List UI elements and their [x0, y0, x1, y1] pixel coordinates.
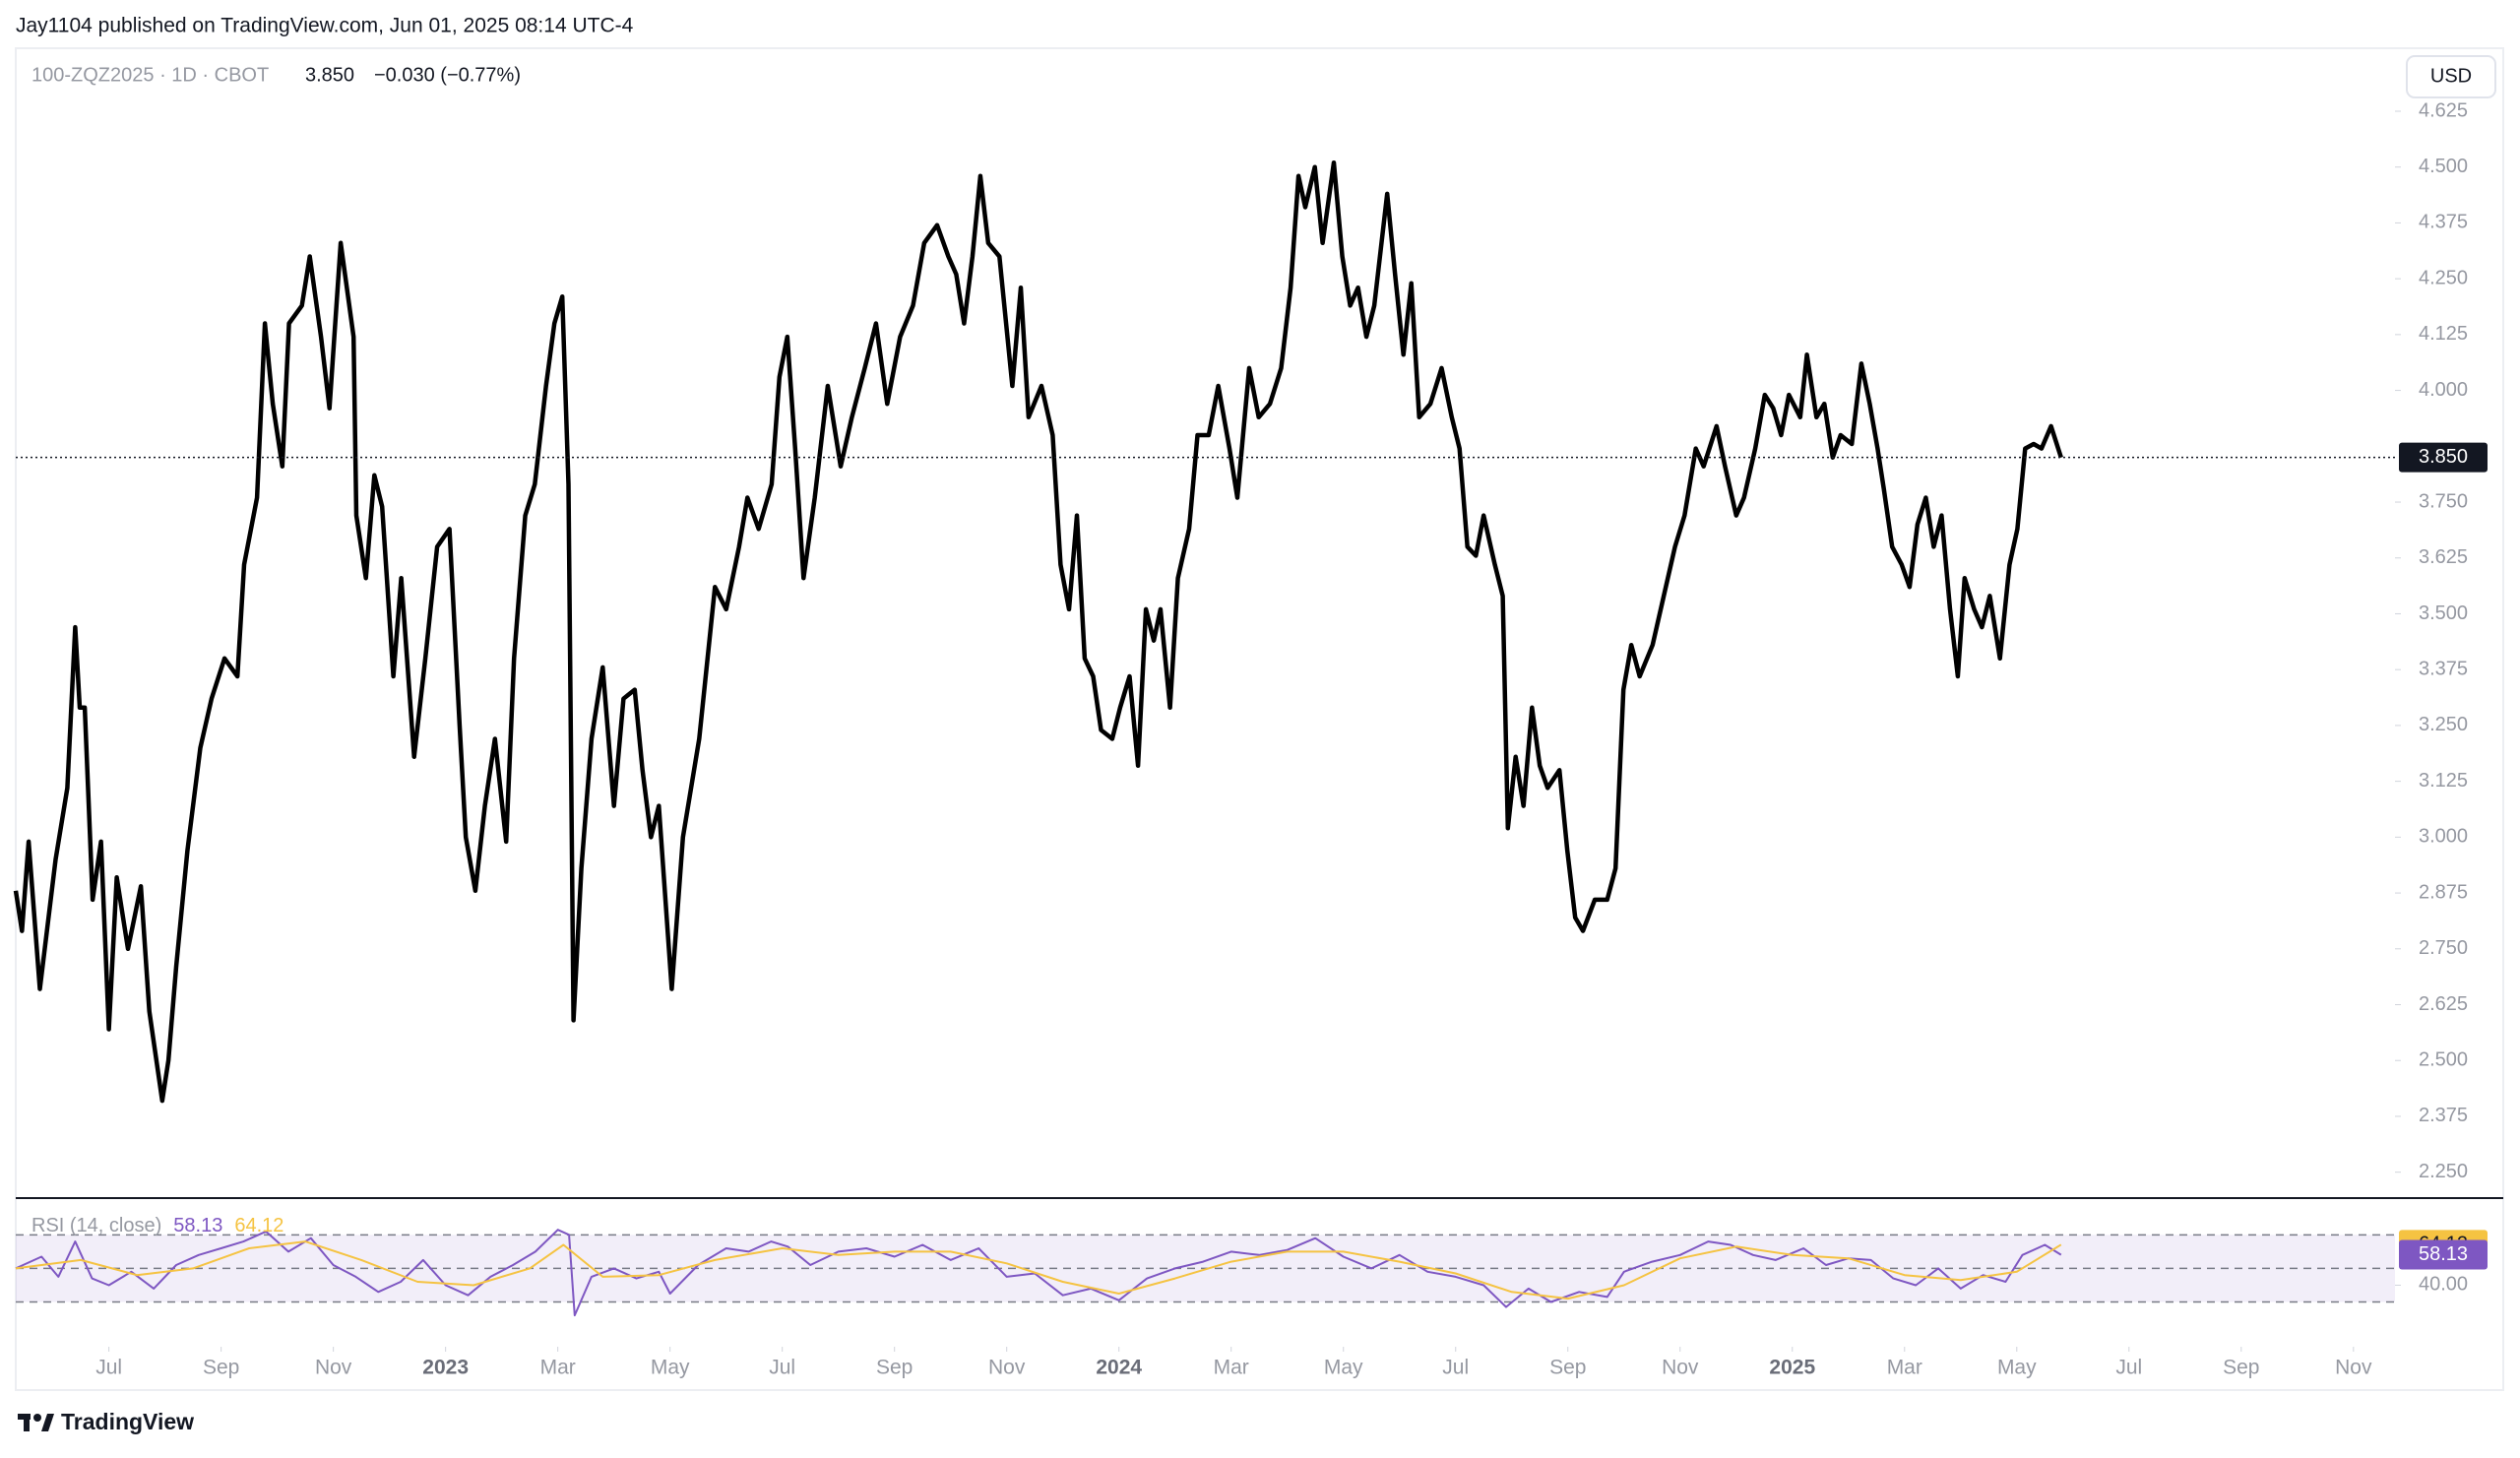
x-tick-label: Mar	[540, 1357, 576, 1379]
y-tick-label: 2.500	[2419, 1049, 2468, 1071]
x-tick-label: 2023	[422, 1357, 469, 1379]
y-tick-label: 3.250	[2419, 714, 2468, 735]
rsi-legend-item: 58.13	[173, 1215, 222, 1236]
last-price-badge-label: 3.850	[2419, 446, 2468, 468]
last-price: 3.850	[305, 64, 354, 86]
y-tick-label: 40.00	[2419, 1274, 2468, 1296]
x-tick-label: 2024	[1096, 1357, 1142, 1379]
publisher: Jay1104 published on TradingView.com, Ju…	[16, 15, 634, 37]
x-tick-label: Sep	[203, 1357, 239, 1379]
rsi-line	[15, 1240, 2062, 1300]
y-tick-label: 4.125	[2419, 323, 2468, 345]
x-tick-label: Jul	[2115, 1357, 2142, 1379]
x-tick-label: Nov	[315, 1357, 352, 1379]
y-tick-label: 3.375	[2419, 658, 2468, 679]
x-tick-label: Sep	[1549, 1357, 1586, 1379]
y-tick-label: 2.625	[2419, 993, 2468, 1015]
x-tick-label: Sep	[876, 1357, 913, 1379]
y-tick-label: 4.000	[2419, 379, 2468, 401]
x-tick-label: Nov	[988, 1357, 1026, 1379]
price-change: −0.030 (−0.77%)	[374, 64, 521, 86]
symbol: 100-ZQZ2025 · 1D · CBOT	[32, 64, 269, 86]
rsi-value-badge-label: 58.13	[2419, 1243, 2468, 1265]
rsi-legend-item: 64.12	[234, 1215, 284, 1236]
currency-button[interactable]	[2406, 55, 2496, 98]
y-tick-label: 3.750	[2419, 490, 2468, 512]
x-tick-label: Sep	[2223, 1357, 2259, 1379]
x-tick-label: Jul	[769, 1357, 795, 1379]
x-tick-label: Mar	[1887, 1357, 1922, 1379]
y-tick-label: 2.750	[2419, 937, 2468, 959]
x-tick-label: May	[1997, 1357, 2037, 1379]
rsi-value-badge	[2399, 1239, 2488, 1270]
rsi-legend: RSI (14, close) 58.13 64.12	[32, 1215, 284, 1236]
x-tick-label: Nov	[2335, 1357, 2372, 1379]
x-tick-label: May	[651, 1357, 690, 1379]
logo-part	[33, 1414, 41, 1422]
chart-frame	[15, 47, 2504, 1391]
brand: TradingView	[61, 1409, 194, 1434]
x-tick-label: Mar	[1214, 1357, 1249, 1379]
x-tick-label: Jul	[1442, 1357, 1469, 1379]
y-tick-label: 4.375	[2419, 212, 2468, 233]
currency[interactable]: USD	[2430, 65, 2472, 87]
logo-part	[41, 1414, 54, 1431]
y-tick-label: 3.500	[2419, 602, 2468, 624]
y-tick-label: 2.875	[2419, 881, 2468, 903]
y-tick-label: 3.625	[2419, 546, 2468, 568]
rsi-legend-item: RSI (14, close)	[32, 1215, 161, 1236]
y-tick-label: 2.375	[2419, 1105, 2468, 1126]
y-tick-label: 3.125	[2419, 770, 2468, 792]
y-tick-label: 4.500	[2419, 156, 2468, 177]
y-tick-label: 3.000	[2419, 826, 2468, 848]
x-tick-label: Nov	[1662, 1357, 1699, 1379]
logo-part	[24, 1414, 30, 1431]
y-tick-label: 4.250	[2419, 267, 2468, 288]
x-tick-label: 2025	[1769, 1357, 1815, 1379]
x-tick-label: Jul	[95, 1357, 122, 1379]
brand-logo	[18, 1414, 54, 1431]
x-tick-label: May	[1324, 1357, 1363, 1379]
y-tick-label: 2.250	[2419, 1161, 2468, 1182]
y-tick-label: 4.625	[2419, 99, 2468, 121]
last-price-badge	[2399, 442, 2488, 473]
